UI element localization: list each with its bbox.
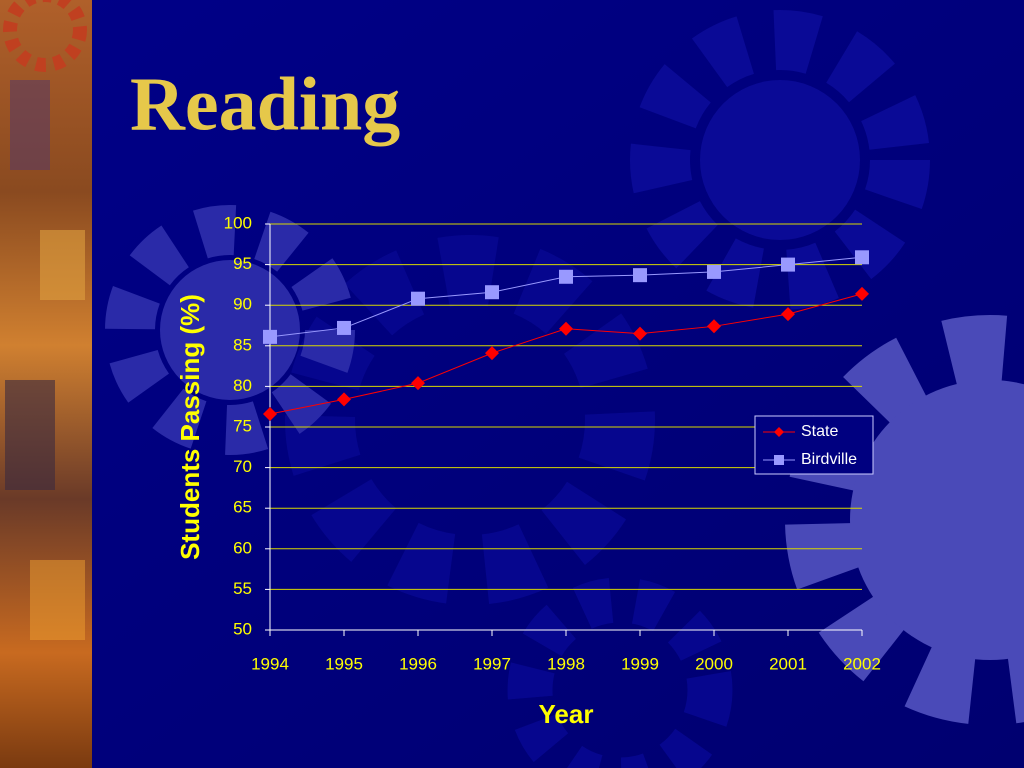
y-tick-label: 100 xyxy=(224,213,252,232)
point-marker xyxy=(774,455,784,465)
point-marker xyxy=(633,326,647,341)
y-tick-label: 85 xyxy=(233,335,252,354)
y-tick-label: 50 xyxy=(233,619,252,638)
left-strip xyxy=(0,0,92,768)
y-tick-label: 95 xyxy=(233,254,252,273)
x-tick-label: 1997 xyxy=(473,654,511,673)
slide-title: Reading xyxy=(130,62,400,146)
x-axis-label: Year xyxy=(539,699,594,729)
point-marker xyxy=(707,264,721,279)
point-marker xyxy=(855,286,869,301)
point-marker xyxy=(633,268,647,283)
y-tick-label: 55 xyxy=(233,579,252,598)
point-marker xyxy=(781,307,795,322)
x-tick-label: 1995 xyxy=(325,654,363,673)
y-axis-label: Students Passing (%) xyxy=(175,294,205,560)
point-marker xyxy=(485,346,499,361)
legend-marker xyxy=(774,455,784,465)
x-tick-label: 1996 xyxy=(399,654,437,673)
point-marker xyxy=(707,319,721,334)
x-tick-label: 2001 xyxy=(769,654,807,673)
x-tick-label: 2000 xyxy=(695,654,733,673)
point-marker xyxy=(559,269,573,284)
point-marker xyxy=(781,257,795,272)
x-tick-label: 1998 xyxy=(547,654,585,673)
y-tick-label: 75 xyxy=(233,416,252,435)
y-tick-label: 90 xyxy=(233,295,252,314)
x-tick-label: 1999 xyxy=(621,654,659,673)
x-tick-label: 2002 xyxy=(843,654,881,673)
x-tick-label: 1994 xyxy=(251,654,289,673)
legend-marker xyxy=(774,427,784,437)
gear-decoration xyxy=(105,10,1024,768)
point-marker xyxy=(559,321,573,336)
legend-label: State xyxy=(801,423,838,440)
y-tick-label: 65 xyxy=(233,498,252,517)
y-tick-label: 80 xyxy=(233,376,252,395)
point-marker xyxy=(411,376,425,391)
point-marker xyxy=(774,427,784,437)
point-marker xyxy=(855,250,869,265)
point-marker xyxy=(263,407,277,422)
point-marker xyxy=(263,329,277,344)
y-tick-label: 60 xyxy=(233,538,252,557)
point-marker xyxy=(337,392,351,407)
y-tick-label: 70 xyxy=(233,457,252,476)
point-marker xyxy=(485,285,499,300)
point-marker xyxy=(411,291,425,306)
point-marker xyxy=(337,320,351,335)
legend-label: Birdville xyxy=(801,451,857,468)
